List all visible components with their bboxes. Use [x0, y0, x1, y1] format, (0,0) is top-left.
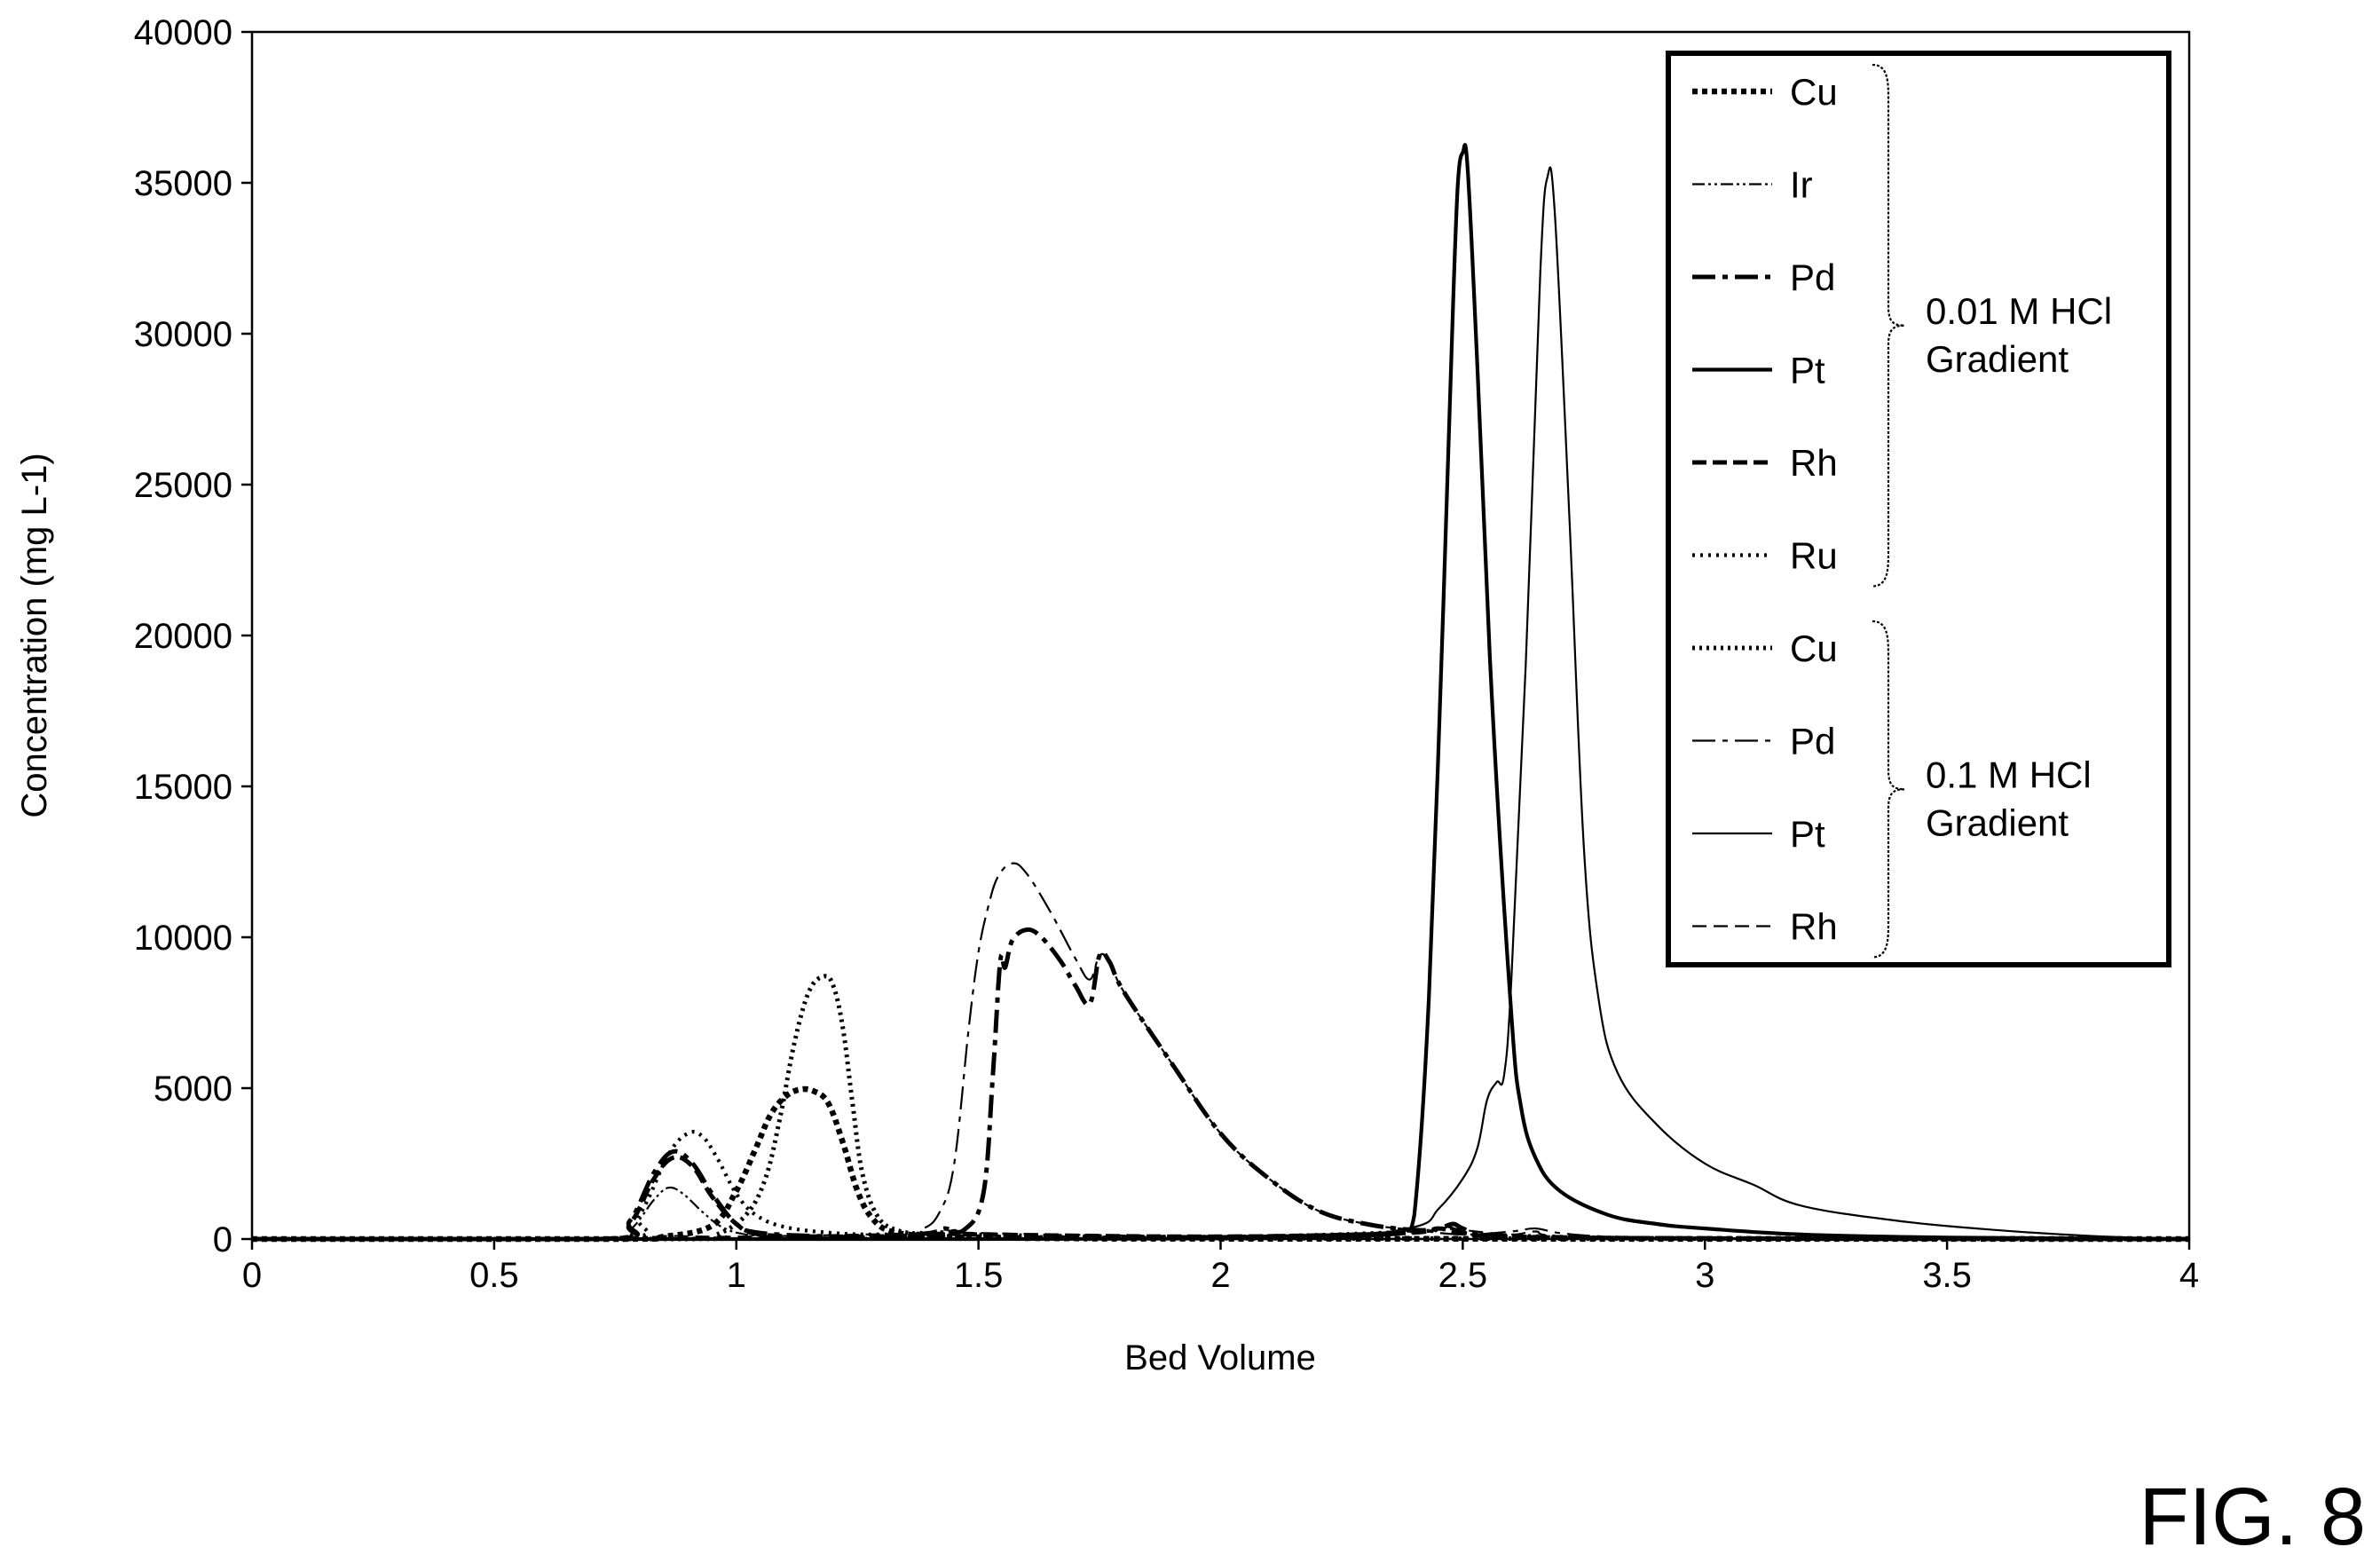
y-tick-label: 40000	[134, 13, 232, 52]
legend-label: Pt	[1790, 813, 1825, 855]
series-line-cu-6	[252, 974, 2190, 1242]
figure-label: FIG. 8	[2139, 1472, 2366, 1555]
legend-group-label: 0.01 M HCl	[1926, 290, 2112, 332]
x-tick-label: 4	[2179, 1256, 2199, 1295]
legend-box	[1666, 51, 2171, 967]
legend-label: Pd	[1790, 257, 1835, 298]
legend-label: Ir	[1790, 164, 1813, 206]
y-tick-label: 30000	[134, 315, 232, 354]
x-tick-label: 2	[1210, 1256, 1230, 1295]
x-axis-title: Bed Volume	[1124, 1338, 1316, 1377]
legend-groups: 0.01 M HCl Gradient 0.1 M HCl Gradient	[1872, 63, 2112, 959]
x-tick-label: 1	[727, 1256, 746, 1295]
legend-label: Pd	[1790, 721, 1835, 762]
series-line-pd-2	[252, 927, 2190, 1242]
series-line-rh-4	[252, 1155, 2190, 1242]
y-tick-label: 0	[213, 1220, 232, 1259]
x-tick-label: 1.5	[954, 1256, 1004, 1295]
y-tick-label: 20000	[134, 617, 232, 656]
series-line-rh-9	[252, 1226, 2190, 1241]
x-tick-label: 3.5	[1922, 1256, 1972, 1295]
y-axis: 0 5000 10000 15000 20000 25000 30000 35000 40000	[134, 13, 252, 1259]
series-line-pd-7	[252, 862, 2190, 1241]
legend-group-label: Gradient	[1926, 801, 2069, 843]
legend-label: Pt	[1790, 350, 1825, 391]
legend-label: Cu	[1790, 628, 1838, 669]
y-tick-label: 10000	[134, 919, 232, 958]
series-layer	[252, 143, 2190, 1243]
legend-group-brace	[1872, 620, 1905, 959]
legend-group-label: Gradient	[1926, 338, 2069, 380]
series-line-ir-1	[252, 1186, 2190, 1241]
legend-group-label: 0.1 M HCl	[1926, 754, 2092, 795]
plot-area	[250, 30, 2191, 1243]
legend-label: Rh	[1790, 442, 1838, 484]
x-tick-label: 0	[242, 1256, 262, 1295]
series-line-cu-0	[252, 1085, 2190, 1243]
legend-label: Cu	[1790, 71, 1838, 113]
y-tick-label: 25000	[134, 466, 232, 505]
y-tick-label: 15000	[134, 768, 232, 807]
x-axis: 0 0.5 1 1.5 2 2.5 3 3.5 4	[242, 1239, 2199, 1295]
y-axis-title: Concentration (mg L-1)	[15, 453, 54, 817]
x-tick-label: 2.5	[1438, 1256, 1488, 1295]
legend-label: Rh	[1790, 906, 1838, 948]
series-line-ru-5	[252, 1130, 2190, 1242]
legend-items: Cu Ir Pd Pt Rh Ru Cu Pd Pt Rh	[1692, 71, 1838, 948]
legend-label: Ru	[1790, 535, 1838, 577]
x-tick-label: 0.5	[469, 1256, 519, 1295]
x-tick-label: 3	[1695, 1256, 1714, 1295]
y-tick-label: 35000	[134, 164, 232, 203]
y-tick-label: 5000	[154, 1070, 232, 1109]
